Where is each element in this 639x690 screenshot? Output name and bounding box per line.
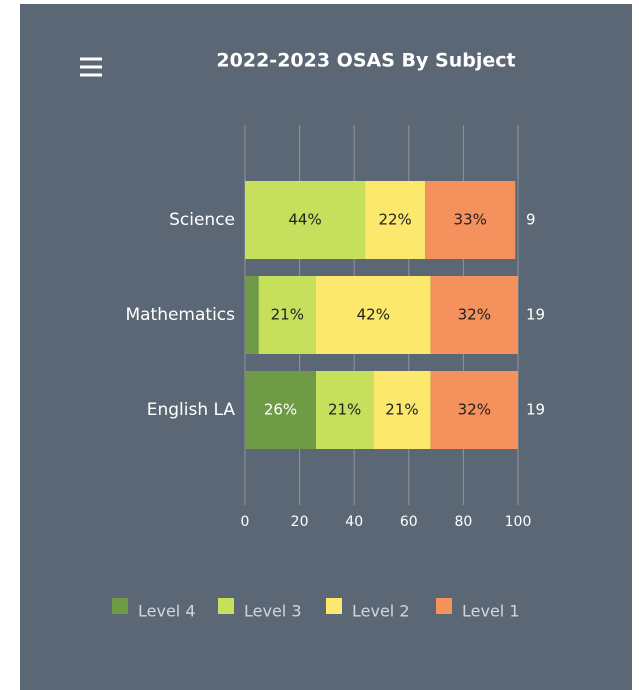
y-tick-label: Science: [169, 210, 235, 230]
bar-segment: [315, 276, 431, 354]
menu-icon[interactable]: [80, 57, 102, 77]
y-tick-label: English LA: [147, 400, 236, 420]
y-tick-label: Mathematics: [125, 305, 235, 325]
bar-segment: [365, 181, 426, 259]
legend-label: Level 4: [138, 602, 196, 621]
legend-label: Level 1: [462, 602, 520, 621]
legend-swatch: [112, 598, 128, 614]
bar-segment: [430, 276, 518, 354]
legend-swatch: [326, 598, 342, 614]
data-label: 22%: [378, 211, 411, 229]
bar-segment: [425, 181, 516, 259]
data-label: 33%: [454, 211, 487, 229]
x-tick-label: 40: [345, 514, 363, 530]
x-tick-label: 20: [291, 514, 309, 530]
bar-segment: [315, 371, 374, 449]
chart-title: 2022-2023 OSAS By Subject: [216, 50, 515, 72]
bar-segment: [258, 276, 316, 354]
legend-label: Level 2: [352, 602, 410, 621]
count-label: 19: [526, 306, 545, 324]
x-tick-label: 60: [400, 514, 418, 530]
x-tick-label: 100: [505, 514, 532, 530]
legend-swatch: [218, 598, 234, 614]
data-label: 21%: [385, 401, 418, 419]
data-label: 42%: [357, 306, 390, 324]
data-label: 32%: [458, 306, 491, 324]
data-label: 44%: [288, 211, 321, 229]
count-label: 9: [526, 211, 536, 229]
bar-segment: [245, 371, 316, 449]
bar-segment: [373, 371, 431, 449]
bar-segment: [430, 371, 518, 449]
legend-label: Level 3: [244, 602, 302, 621]
x-tick-label: 0: [241, 514, 250, 530]
data-label: 26%: [264, 401, 297, 419]
count-label: 19: [526, 401, 545, 419]
legend-swatch: [436, 598, 452, 614]
data-label: 32%: [458, 401, 491, 419]
data-label: 21%: [271, 306, 304, 324]
data-label: 21%: [328, 401, 361, 419]
x-tick-label: 80: [454, 514, 472, 530]
bar-segment: [245, 276, 259, 354]
bar-segment: [245, 181, 366, 259]
